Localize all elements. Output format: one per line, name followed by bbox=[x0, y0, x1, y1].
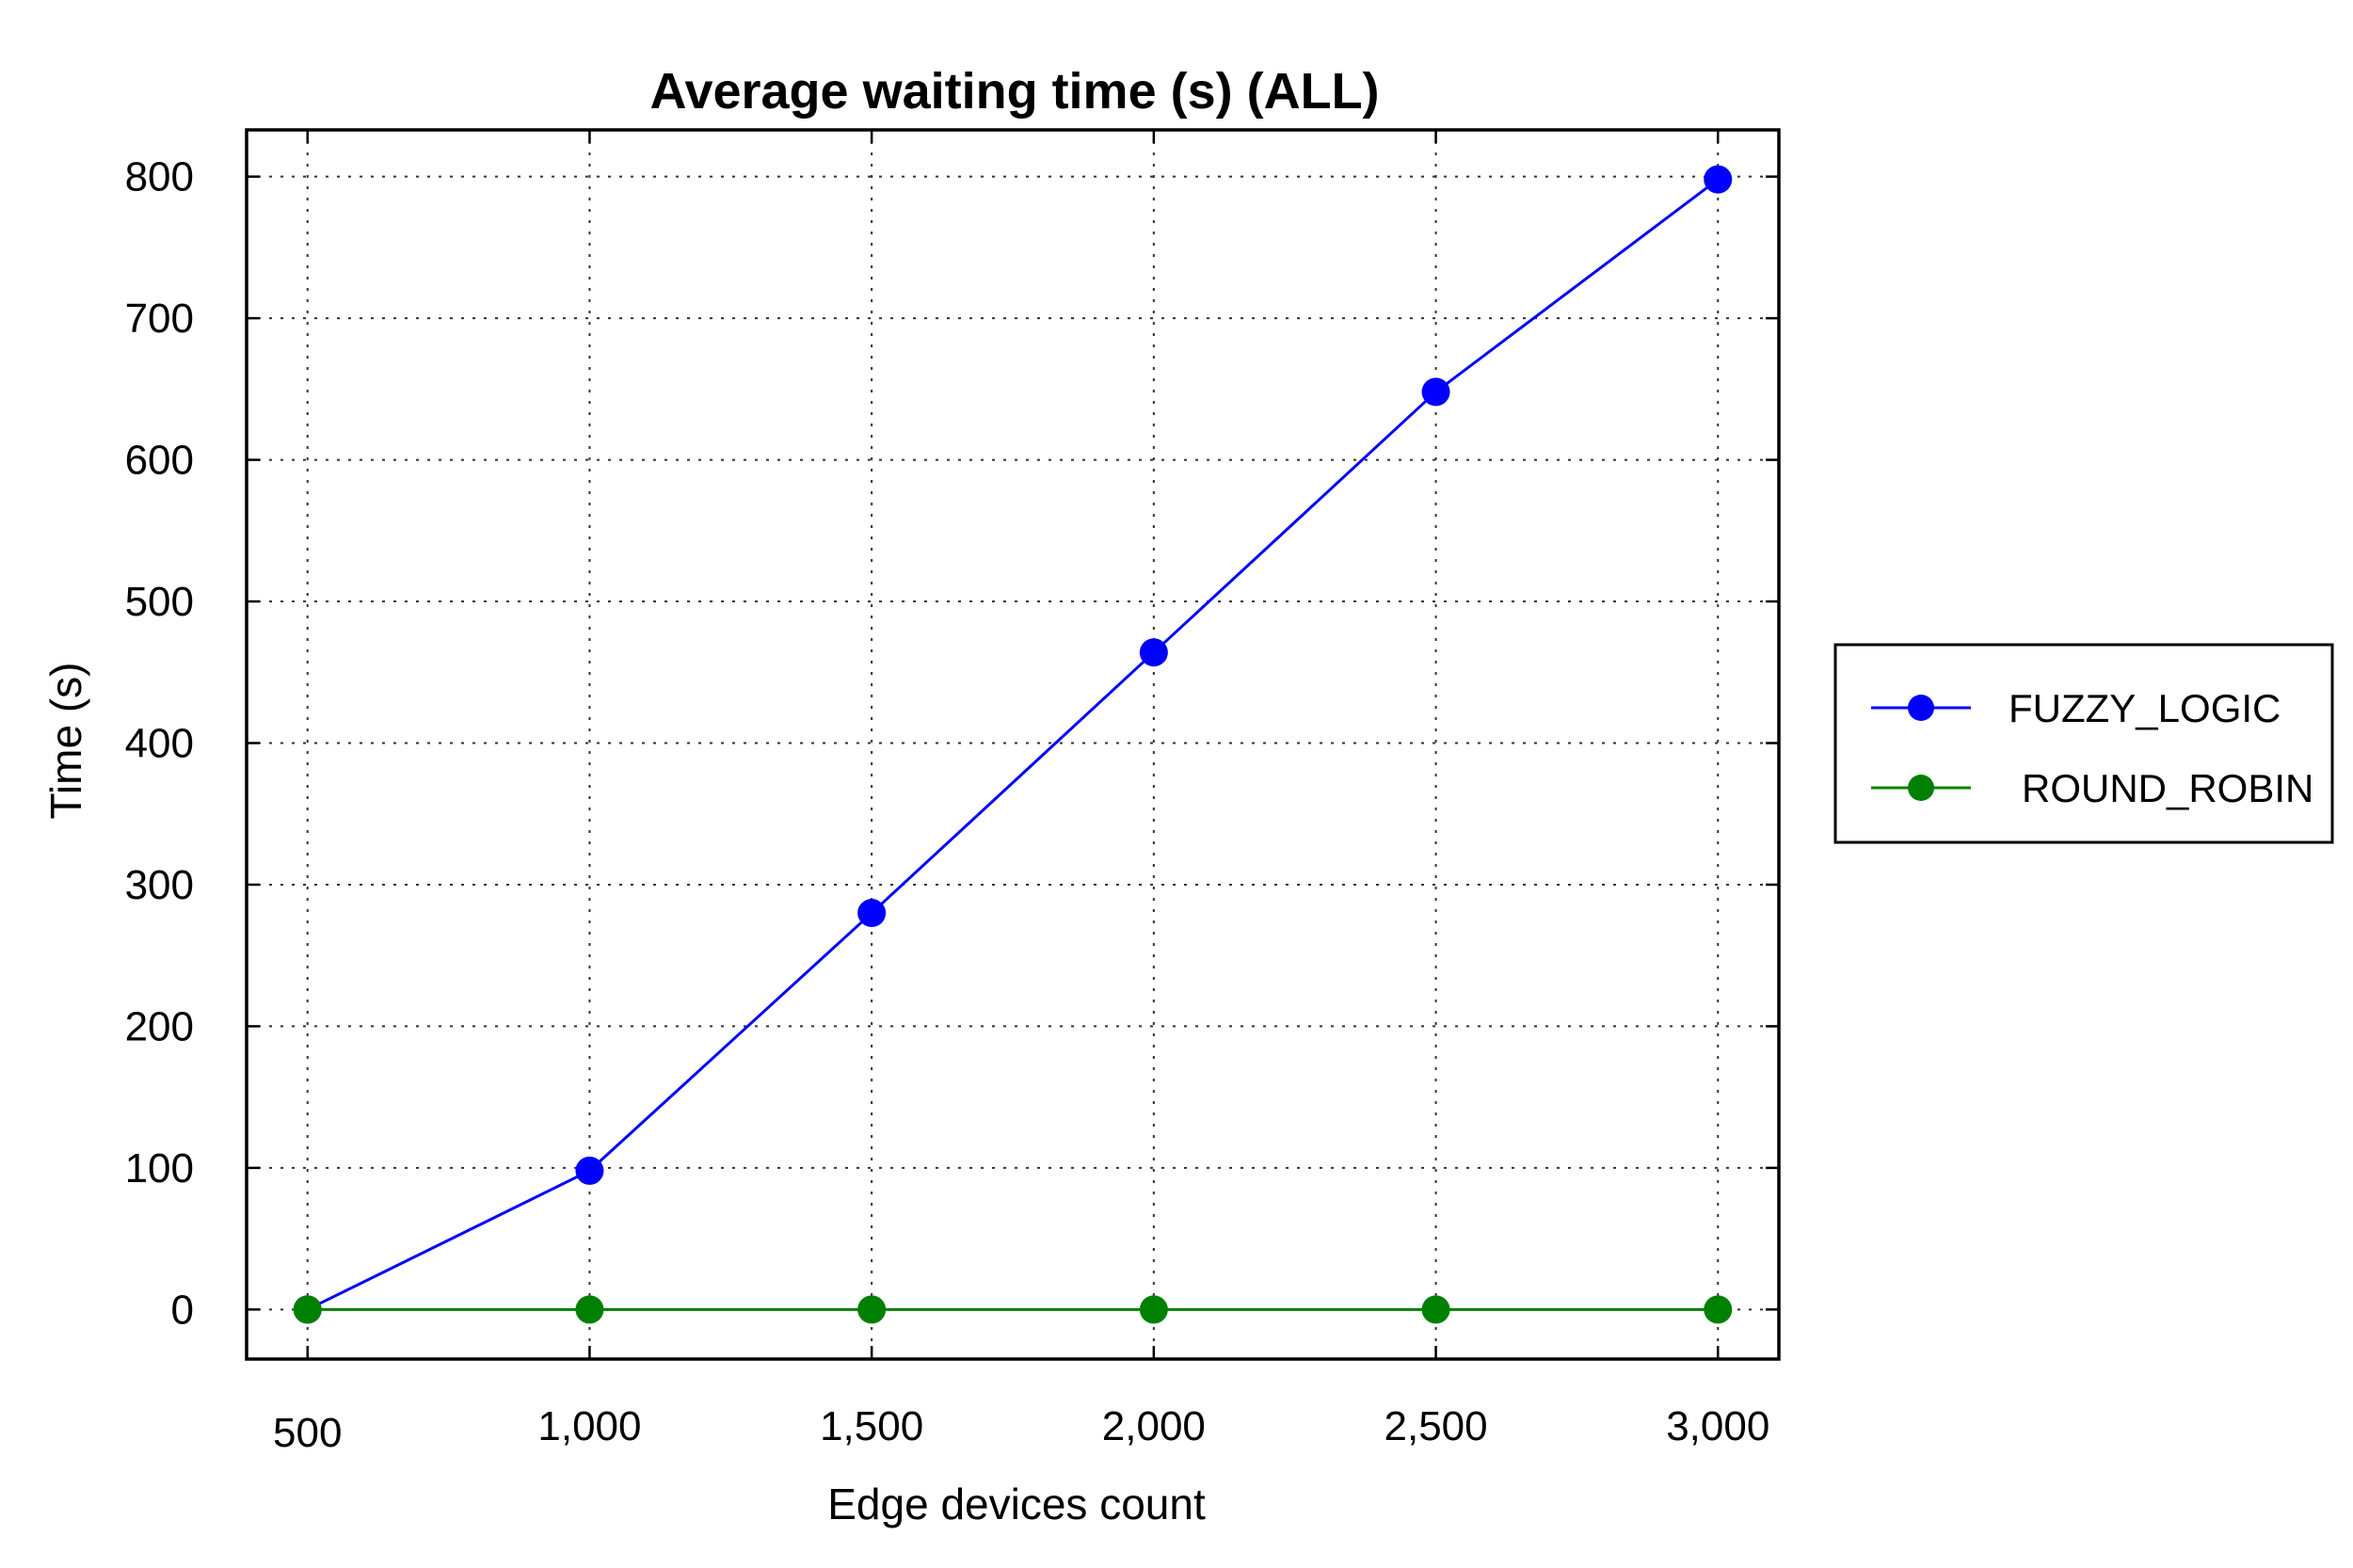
legend-marker-round-robin bbox=[1908, 775, 1934, 801]
series-layer bbox=[293, 165, 1733, 1324]
y-tick-label: 0 bbox=[171, 1287, 194, 1333]
series-line-fuzzy-logic bbox=[307, 178, 1720, 1311]
y-axis-tick-labels: 0 100 200 300 400 500 600 700 800 bbox=[125, 154, 194, 1334]
x-tick-label: 3,000 bbox=[1666, 1403, 1769, 1449]
data-point-fuzzy-logic bbox=[1421, 377, 1450, 407]
series-fuzzy-logic bbox=[293, 165, 1733, 1324]
y-tick-label: 500 bbox=[125, 579, 194, 625]
series-round-robin bbox=[293, 1295, 1733, 1324]
y-tick-label: 100 bbox=[125, 1145, 194, 1192]
legend: FUZZY_LOGIC ROUND_ROBIN bbox=[1833, 643, 2334, 844]
data-point-round-robin bbox=[1421, 1295, 1450, 1324]
y-tick-label: 200 bbox=[125, 1003, 194, 1049]
y-tick-label: 400 bbox=[125, 720, 194, 766]
data-point-fuzzy-logic bbox=[575, 1156, 604, 1185]
data-point-round-robin bbox=[1139, 1295, 1168, 1324]
x-tick-label: 1,000 bbox=[537, 1403, 641, 1449]
plot-frame bbox=[245, 128, 1781, 1361]
legend-label-round-robin: ROUND_ROBIN bbox=[2022, 766, 2313, 810]
data-point-fuzzy-logic bbox=[1704, 165, 1733, 194]
data-point-round-robin bbox=[293, 1295, 322, 1324]
x-tick-label: 1,500 bbox=[820, 1403, 923, 1449]
legend-label-fuzzy-logic: FUZZY_LOGIC bbox=[2009, 686, 2281, 730]
x-tick-label: 2,000 bbox=[1102, 1403, 1206, 1449]
y-tick-label: 800 bbox=[125, 154, 194, 200]
data-point-fuzzy-logic bbox=[1139, 638, 1168, 667]
chart-title: Average waiting time (s) (ALL) bbox=[649, 63, 1379, 120]
y-axis-label: Time (s) bbox=[41, 663, 90, 820]
grid-lines bbox=[247, 130, 1779, 1359]
y-tick-label: 600 bbox=[125, 438, 194, 484]
data-point-round-robin bbox=[1704, 1295, 1733, 1324]
y-tick-label: 300 bbox=[125, 862, 194, 908]
x-axis-label: Edge devices count bbox=[827, 1480, 1206, 1528]
data-point-round-robin bbox=[857, 1295, 887, 1324]
data-point-round-robin bbox=[575, 1295, 604, 1324]
data-point-fuzzy-logic bbox=[857, 899, 887, 928]
y-tick-label: 700 bbox=[125, 296, 194, 342]
legend-marker-fuzzy-logic bbox=[1908, 695, 1934, 721]
axis-ticks bbox=[247, 130, 1779, 1359]
legend-box bbox=[1833, 643, 2334, 844]
x-tick-label: 500 bbox=[273, 1410, 342, 1456]
x-tick-label: 2,500 bbox=[1385, 1403, 1488, 1449]
x-axis-tick-labels: 500 1,000 1,500 2,000 2,500 3,000 bbox=[273, 1403, 1769, 1456]
